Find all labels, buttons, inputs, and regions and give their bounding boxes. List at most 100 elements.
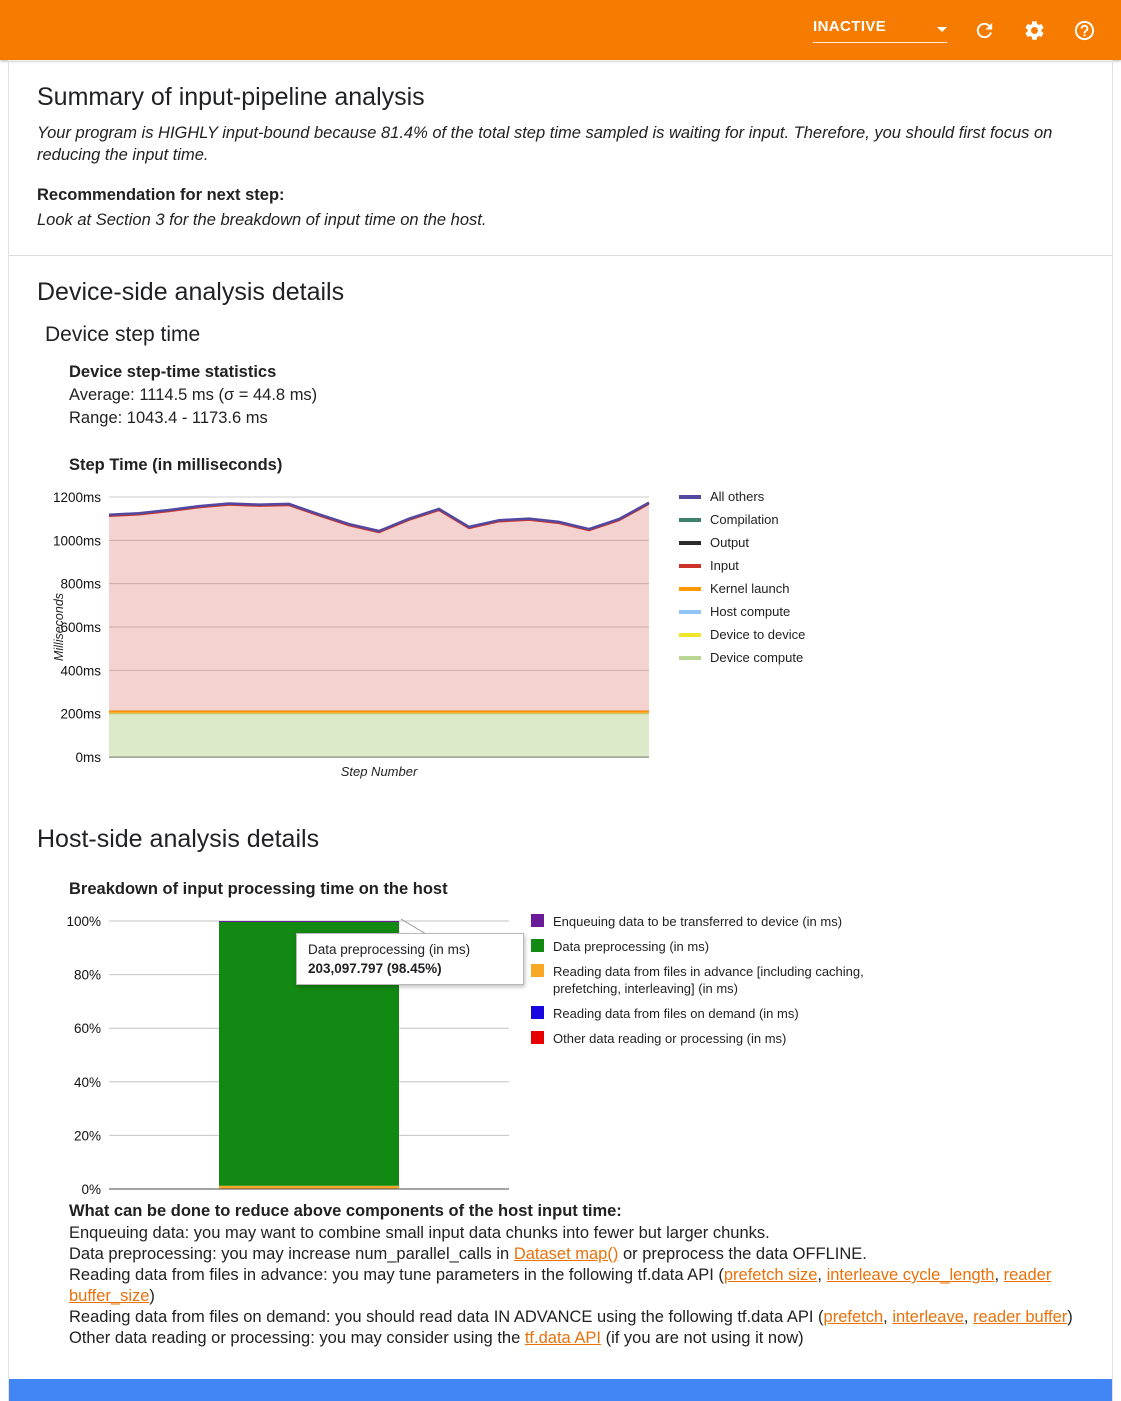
legend-label: Reading data from files on demand (in ms… [553,1006,799,1021]
legend-item: All others [679,489,805,504]
analysis-page: Summary of input-pipeline analysis Your … [8,60,1113,1401]
svg-text:60%: 60% [74,1021,101,1036]
legend-label: Enqueuing data to be transferred to devi… [553,914,843,929]
tooltip-label: Data preprocessing (in ms) [308,942,471,957]
legend-label: Host compute [710,604,791,619]
legend-item: Reading data from files on demand (in ms… [531,1005,866,1022]
stats-heading: Device step-time statistics [69,363,277,381]
advice-heading: What can be done to reduce above compone… [69,1202,622,1220]
run-status-dropdown[interactable]: INACTIVE [813,18,947,43]
step-chart-title: Step Time (in milliseconds) [69,456,283,474]
svg-text:40%: 40% [74,1075,101,1090]
settings-button[interactable] [1021,17,1047,43]
legend-label: Device to device [710,627,806,642]
legend-item: Input [679,558,805,573]
device-side-section: Device-side analysis details Device step… [9,256,1112,803]
legend-swatch [679,563,701,568]
legend-label: Output [710,535,750,550]
legend-label: All others [710,489,765,504]
chevron-down-icon [937,26,947,32]
host-side-section: Host-side analysis details Breakdown of … [9,803,1112,1367]
doc-link[interactable]: reader buffer_size [69,1266,1052,1305]
legend-swatch [679,586,701,591]
summary-conclusion: Your program is HIGHLY input-bound becau… [37,124,1053,164]
help-button[interactable] [1071,17,1097,43]
legend-label: Input [710,558,739,573]
legend-swatch [531,1006,544,1019]
advice-line: Data preprocessing: you may increase num… [69,1245,867,1263]
svg-text:1200ms: 1200ms [53,490,101,505]
device-step-time-subtitle: Device step time [45,323,201,346]
chart-tooltip: Data preprocessing (in ms) 203,097.797 (… [296,933,524,985]
legend-item: Device compute [679,650,805,665]
stats-average: Average: 1114.5 ms (σ = 44.8 ms) [69,386,318,404]
device-step-time-stats: Device step-time statistics Average: 111… [69,361,1084,430]
host-advice: What can be done to reduce above compone… [69,1201,1081,1349]
doc-link[interactable]: prefetch size [723,1266,818,1284]
host-chart-legend: Enqueuing data to be transferred to devi… [531,913,866,1055]
legend-swatch [531,1031,544,1044]
advice-line: Reading data from files in advance: you … [69,1266,1052,1305]
advice-line: Reading data from files on demand: you s… [69,1308,1073,1326]
refresh-icon [976,22,992,38]
legend-item: Compilation [679,512,805,527]
legend-item: Device to device [679,627,805,642]
refresh-button[interactable] [971,17,997,43]
svg-text:80%: 80% [74,968,101,983]
doc-link[interactable]: interleave cycle_length [826,1266,995,1284]
legend-item: Host compute [679,604,805,619]
run-status-label: INACTIVE [813,17,887,35]
help-icon [1074,20,1094,40]
svg-text:0%: 0% [81,1182,101,1197]
step-time-chart: 0ms 200ms 400ms 600ms 800ms 1000ms 1200ms Step … [52,490,650,779]
legend-swatch [679,632,701,637]
legend-swatch [531,964,544,977]
svg-text:100%: 100% [66,914,101,929]
legend-label: Other data reading or processing (in ms) [553,1031,787,1046]
doc-link[interactable]: reader buffer [973,1308,1068,1326]
summary-section: Summary of input-pipeline analysis Your … [9,61,1112,256]
doc-link[interactable]: Dataset map() [513,1245,619,1263]
legend-swatch [679,655,701,660]
legend-swatch [679,609,701,614]
legend-swatch [531,939,544,952]
legend-item: Kernel launch [679,581,805,596]
legend-label: Kernel launch [710,581,790,596]
legend-label: Device compute [710,650,804,665]
legend-item: Output [679,535,805,550]
svg-text:600ms: 600ms [60,620,101,635]
doc-link[interactable]: interleave [892,1308,964,1326]
svg-text:20%: 20% [74,1128,101,1143]
bottom-section-bar [9,1379,1112,1401]
doc-link[interactable]: tf.data API [524,1329,601,1347]
legend-swatch [679,517,701,522]
host-advice-lines: Enqueuing data: you may want to combine … [69,1223,1081,1349]
summary-title: Summary of input-pipeline analysis [37,83,425,111]
legend-swatch [679,540,701,545]
legend-item: Data preprocessing (in ms) [531,938,866,955]
legend-swatch [531,914,544,927]
svg-text:200ms: 200ms [60,707,101,722]
tooltip-value: 203,097.797 (98.45%) [308,961,442,976]
gear-icon [1025,20,1043,40]
svg-text:400ms: 400ms [60,663,101,678]
svg-text:Milliseconds: Milliseconds [52,593,66,661]
host-chart-title: Breakdown of input processing time on th… [69,880,448,898]
legend-label: Data preprocessing (in ms) [553,939,710,954]
host-section-title: Host-side analysis details [37,825,320,853]
recommendation-label: Recommendation for next step: [37,186,285,204]
doc-link[interactable]: prefetch [823,1308,884,1326]
recommendation-text: Look at Section 3 for the breakdown of i… [37,211,487,229]
stats-range: Range: 1043.4 - 1173.6 ms [69,409,268,427]
legend-label: Reading data from files in advance [incl… [553,964,864,996]
legend-item: Other data reading or processing (in ms) [531,1030,866,1047]
legend-swatch [679,494,701,499]
host-chart-area: 0% 20% 40% 60% 80% 100% Enqueuing data to be … [49,907,1084,1199]
svg-text:1000ms: 1000ms [53,533,101,548]
svg-text:Step Number: Step Number [341,764,418,779]
legend-item: Enqueuing data to be transferred to devi… [531,913,866,930]
device-section-title: Device-side analysis details [37,278,345,306]
legend-label: Compilation [710,512,779,527]
step-chart-legend: All others Compilation Output Input Kernel l… [679,489,805,673]
advice-line: Other data reading or processing: you ma… [69,1329,804,1347]
